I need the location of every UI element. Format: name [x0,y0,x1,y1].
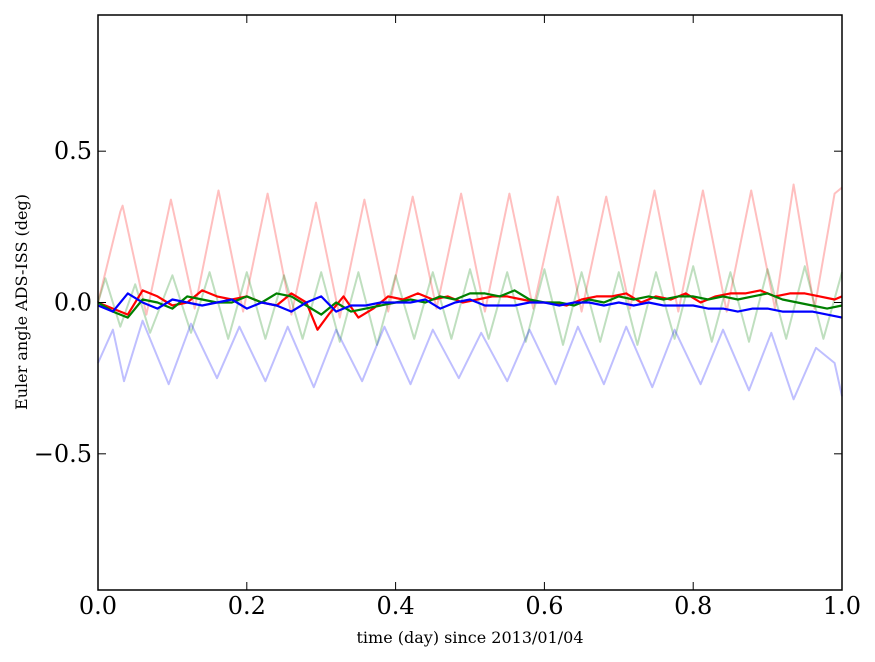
series-line-4 [97,289,843,331]
x-tick-label-5: 1.0 [823,592,861,620]
y-tick-label-2: −0.5 [34,440,92,468]
y-tick-label-1: 0.0 [54,289,92,317]
series-line-2 [97,265,843,346]
series-layer [97,183,843,401]
x-tick-label-0: 0.0 [79,592,117,620]
x-tick-label-2: 0.4 [377,592,415,620]
x-tick-label-4: 0.8 [674,592,712,620]
series-line-6 [97,292,843,319]
plot-frame [97,14,843,591]
series-line-1 [97,183,843,319]
y-tick-label-0: 0.5 [54,137,92,165]
y-axis-label: Euler angle ADS-ISS (deg) [12,194,31,410]
x-axis-label: time (day) since 2013/01/04 [356,628,583,647]
x-tick-label-3: 0.6 [525,592,563,620]
ticks-layer: 0.0 0.2 0.4 0.6 0.8 1.0 0.5 0.0 −0.5 [34,15,861,620]
series-line-3 [97,319,843,401]
x-tick-label-1: 0.2 [228,592,266,620]
